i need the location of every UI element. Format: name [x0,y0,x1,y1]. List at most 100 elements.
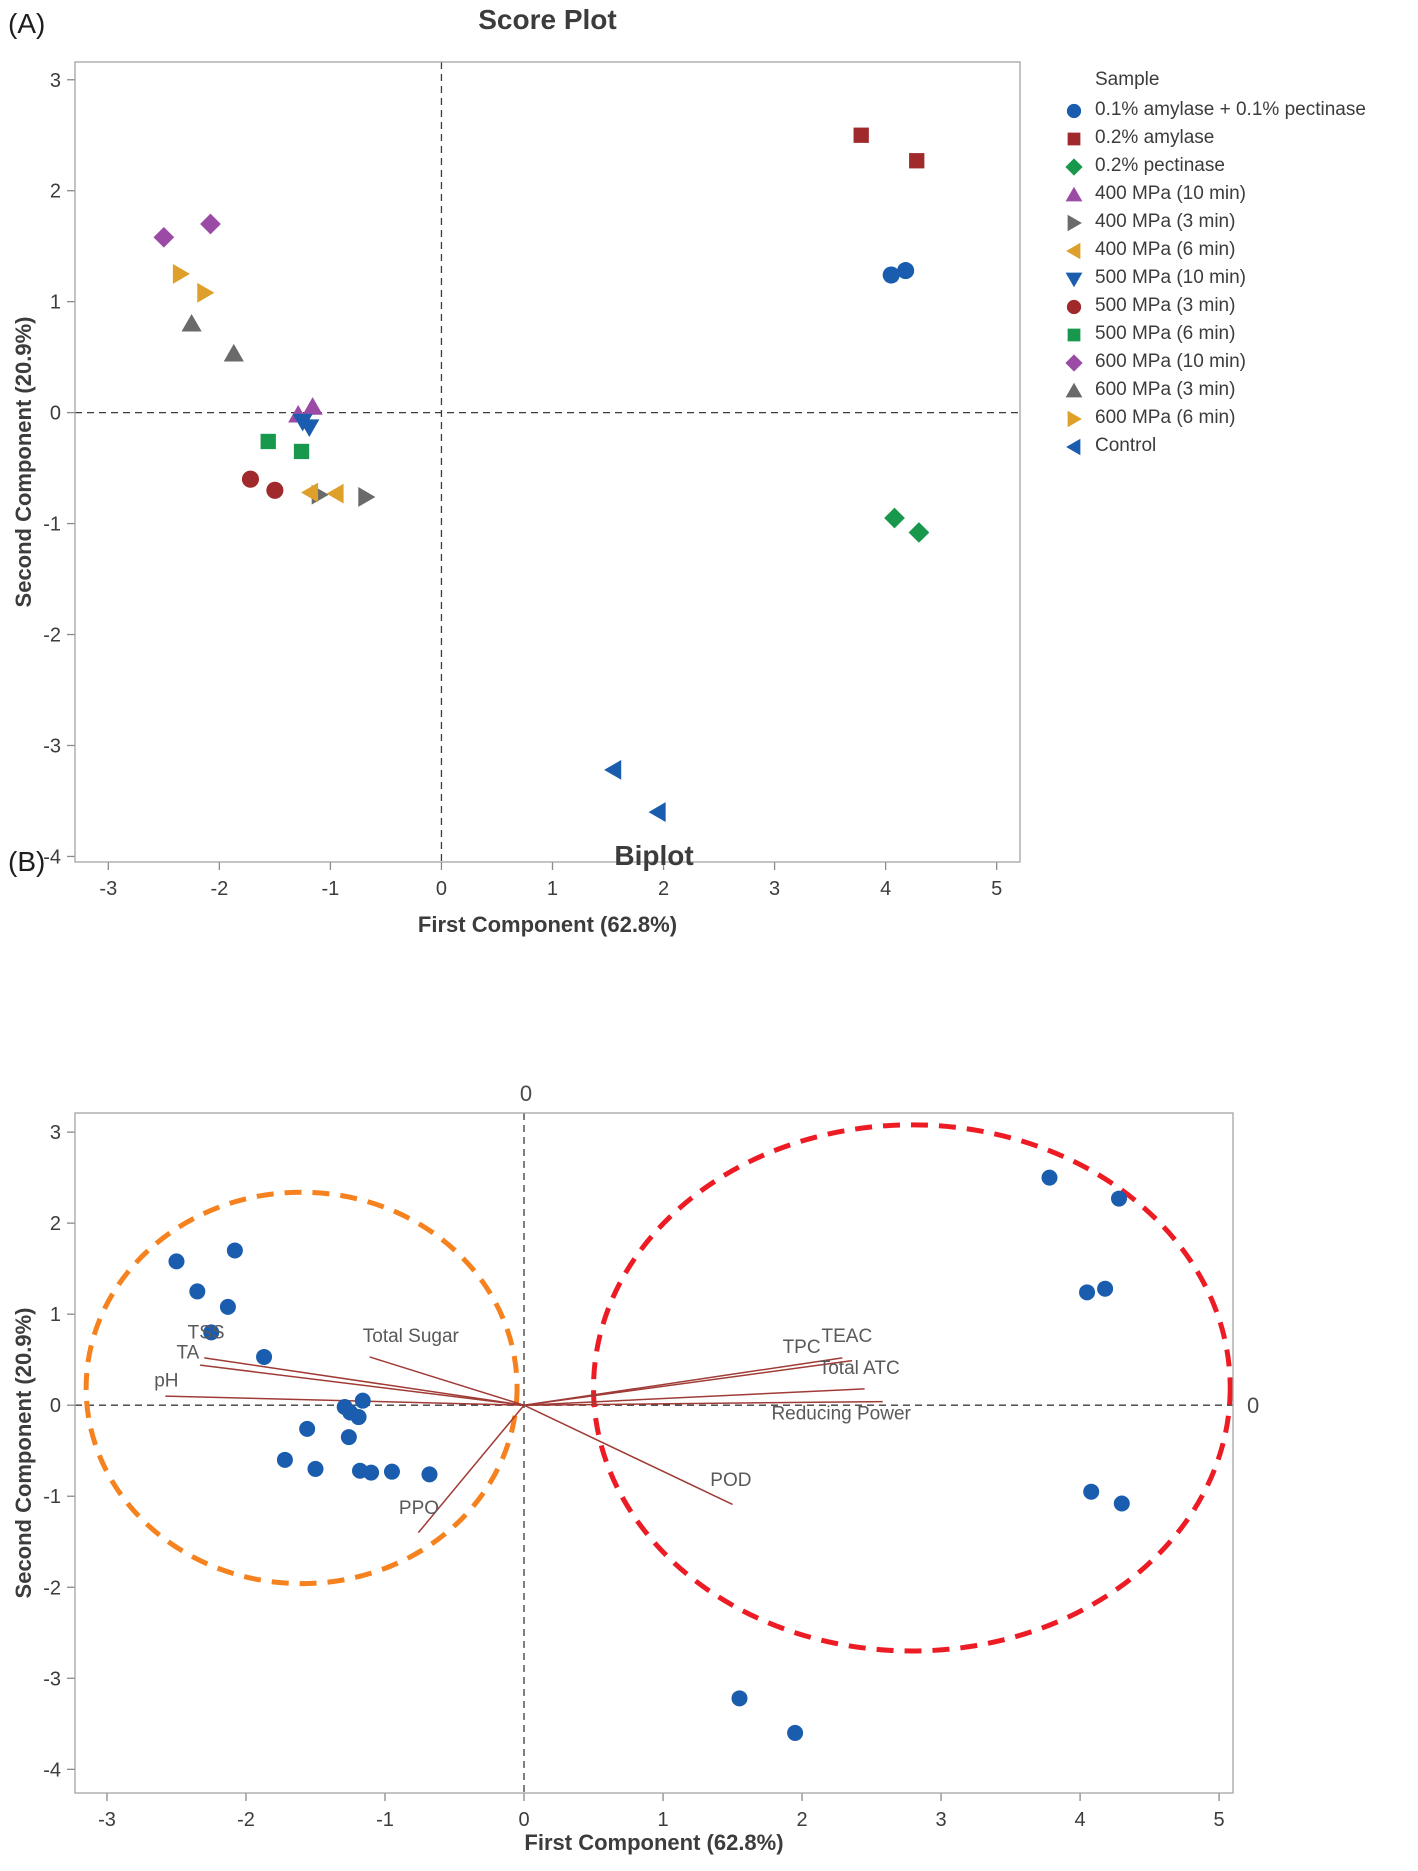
data-point [172,264,190,284]
legend-item: 0.2% amylase [1063,124,1366,152]
data-point [300,482,319,503]
zero-label-right: 0 [1247,1393,1259,1418]
y-tick-label: 2 [50,181,61,203]
biplot-xaxis-title: First Component (62.8%) [524,1830,784,1855]
legend-marker [1067,328,1081,342]
loading-vector [369,1356,525,1406]
data-point [153,226,175,248]
data-point [219,1298,236,1315]
x-tick-label: -3 [98,1809,116,1831]
y-tick-label: 3 [50,70,61,92]
y-tick-label: -4 [43,846,61,868]
y-tick-label: -2 [43,625,61,647]
legend-item-label: 500 MPa (6 min) [1095,323,1236,344]
legend-item: 400 MPa (3 min) [1063,208,1366,236]
data-point [421,1466,438,1483]
legend-item: 600 MPa (3 min) [1063,376,1366,404]
data-point [266,481,284,499]
legend-marker [1067,410,1082,428]
vector-label: TSS [188,1322,225,1343]
triangle-up-legend-icon [1065,382,1083,398]
legend-marker [1065,272,1083,288]
data-point [1041,1169,1058,1186]
score-plot-title: Score Plot [478,4,617,35]
x-tick-label: -1 [322,878,340,900]
legend-item-label: 400 MPa (10 min) [1095,183,1247,204]
panel-a-label: (A) [8,8,46,39]
y-tick-label: -3 [43,1668,61,1690]
legend-marker [1065,354,1083,372]
legend-item-label: 600 MPa (10 min) [1095,351,1247,372]
circle-legend-icon [1066,299,1082,315]
vector-label: POD [710,1470,751,1491]
y-tick-label: -4 [43,1759,61,1781]
legend-item: 500 MPa (10 min) [1063,264,1366,292]
data-point [897,262,915,280]
legend-marker [1065,382,1083,398]
legend-item: 400 MPa (6 min) [1063,236,1366,264]
legend-items: 0.1% amylase + 0.1% pectinase 0.2% amylas… [1063,96,1366,460]
vector-label: TPC [783,1337,821,1358]
data-point [350,1409,367,1426]
score-plot-canvas: -3 -2 -1 0 1 2 3 4 5 3 2 1 0 -1 -2 -3 -4 [43,61,1021,900]
confidence-ellipse [591,1122,1233,1654]
data-point [882,266,900,284]
legend-item-label: 0.1% amylase + 0.1% pectinase [1095,99,1366,120]
loading-vector [200,1364,525,1406]
data-point [340,1429,357,1446]
data-point [1097,1280,1114,1297]
triangle-right-legend-icon [1067,410,1082,428]
legend-marker [1066,103,1082,119]
data-point [293,443,310,460]
plot-border [74,1112,1234,1794]
score-plot-legend: Sample 0.1% amylase + 0.1% pectinase 0.2%… [1063,66,1366,460]
x-tick-label: 2 [796,1809,807,1831]
legend-item-label: Control [1095,435,1157,456]
y-tick-label: 1 [50,292,61,314]
legend-item: 0.1% amylase + 0.1% pectinase [1063,96,1366,124]
loading-vector [523,1404,733,1506]
loading-vector [523,1359,853,1406]
triangle-down-legend-icon [1065,272,1083,288]
x-tick-label: -1 [376,1809,394,1831]
vector-label: Total ATC [819,1358,900,1379]
circle-legend-icon [1066,103,1082,119]
y-tick-label: 2 [50,1213,61,1235]
x-tick-label: 1 [657,1809,668,1831]
data-point [648,802,666,822]
data-point [731,1690,748,1707]
square-legend-icon [1067,132,1081,146]
legend-item-label: 0.2% amylase [1095,127,1215,148]
legend-item-label: 500 MPa (10 min) [1095,267,1247,288]
data-point [181,313,202,332]
vector-label: TA [176,1342,199,1363]
data-point [1083,1483,1100,1500]
legend-marker [1066,299,1082,315]
data-point [203,1324,220,1341]
loading-vector [204,1357,525,1406]
vector-label: pH [154,1371,178,1392]
legend-item: 500 MPa (6 min) [1063,320,1366,348]
y-tick-label: 1 [50,1304,61,1326]
vector-label: PPO [399,1498,439,1519]
data-point [256,1348,273,1365]
data-point [276,1451,293,1468]
data-point [307,1460,324,1477]
x-tick-label: 3 [936,1809,947,1831]
data-point [1079,1284,1096,1301]
data-point [260,433,276,450]
zero-label-top: 0 [520,1081,532,1106]
vector-label: Total Sugar [363,1326,460,1347]
data-point [1113,1495,1130,1512]
legend-item-label: 500 MPa (3 min) [1095,295,1236,316]
legend-item: 600 MPa (10 min) [1063,348,1366,376]
data-point [354,1392,371,1409]
legend-item: 0.2% pectinase [1063,152,1366,180]
vector-label: TEAC [822,1326,873,1347]
data-point [853,127,869,143]
data-point [299,1420,316,1437]
triangle-up-legend-icon [1065,186,1083,202]
y-tick-label: 0 [50,403,61,425]
data-point [168,1253,185,1270]
